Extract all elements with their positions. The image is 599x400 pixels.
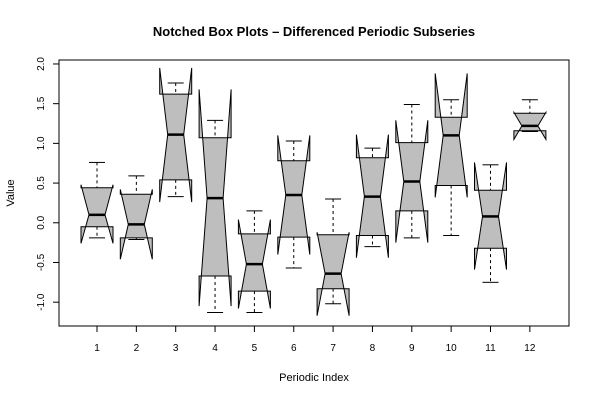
box-8 bbox=[355, 134, 389, 258]
x-tick-label: 5 bbox=[252, 343, 258, 354]
y-tick-label: 1.0 bbox=[36, 136, 47, 150]
box-1 bbox=[80, 161, 114, 244]
y-tick-label: 0.0 bbox=[36, 215, 47, 229]
y-tick-label: 1.5 bbox=[36, 96, 47, 110]
chart-title: Notched Box Plots – Differenced Periodic… bbox=[153, 24, 475, 39]
x-tick-label: 4 bbox=[212, 343, 218, 354]
box-7 bbox=[316, 198, 350, 316]
y-axis: -1.0 -0.5 0.0 0.5 1.0 1.5 2.0 bbox=[36, 57, 60, 311]
x-tick-label: 1 bbox=[94, 343, 100, 354]
y-axis-label: Value bbox=[5, 179, 17, 206]
box-6 bbox=[277, 135, 311, 269]
x-tick-label: 8 bbox=[370, 343, 376, 354]
x-tick-label: 3 bbox=[173, 343, 179, 354]
y-tick-label: 0.5 bbox=[36, 176, 47, 190]
x-tick-label: 9 bbox=[409, 343, 415, 354]
y-tick-label: -1.0 bbox=[36, 293, 47, 311]
box-12 bbox=[513, 99, 547, 142]
box-10 bbox=[434, 73, 468, 236]
x-axis: 1 2 3 4 5 6 7 8 9 10 11 12 bbox=[94, 325, 536, 354]
x-tick-label: 7 bbox=[330, 343, 336, 354]
x-tick-label: 10 bbox=[446, 343, 458, 354]
y-tick-label: -0.5 bbox=[36, 253, 47, 271]
box-5 bbox=[237, 210, 271, 314]
x-tick-label: 12 bbox=[524, 343, 536, 354]
box-2 bbox=[119, 175, 153, 260]
x-tick-label: 6 bbox=[291, 343, 297, 354]
y-tick-label: 2.0 bbox=[36, 57, 47, 71]
x-axis-label: Periodic Index bbox=[279, 372, 349, 384]
x-tick-label: 2 bbox=[134, 343, 140, 354]
box-4 bbox=[198, 89, 232, 314]
box-11 bbox=[474, 162, 507, 283]
box-9 bbox=[395, 103, 429, 243]
boxes-layer bbox=[80, 67, 547, 316]
x-tick-label: 11 bbox=[485, 343, 496, 354]
box-3 bbox=[159, 67, 193, 203]
